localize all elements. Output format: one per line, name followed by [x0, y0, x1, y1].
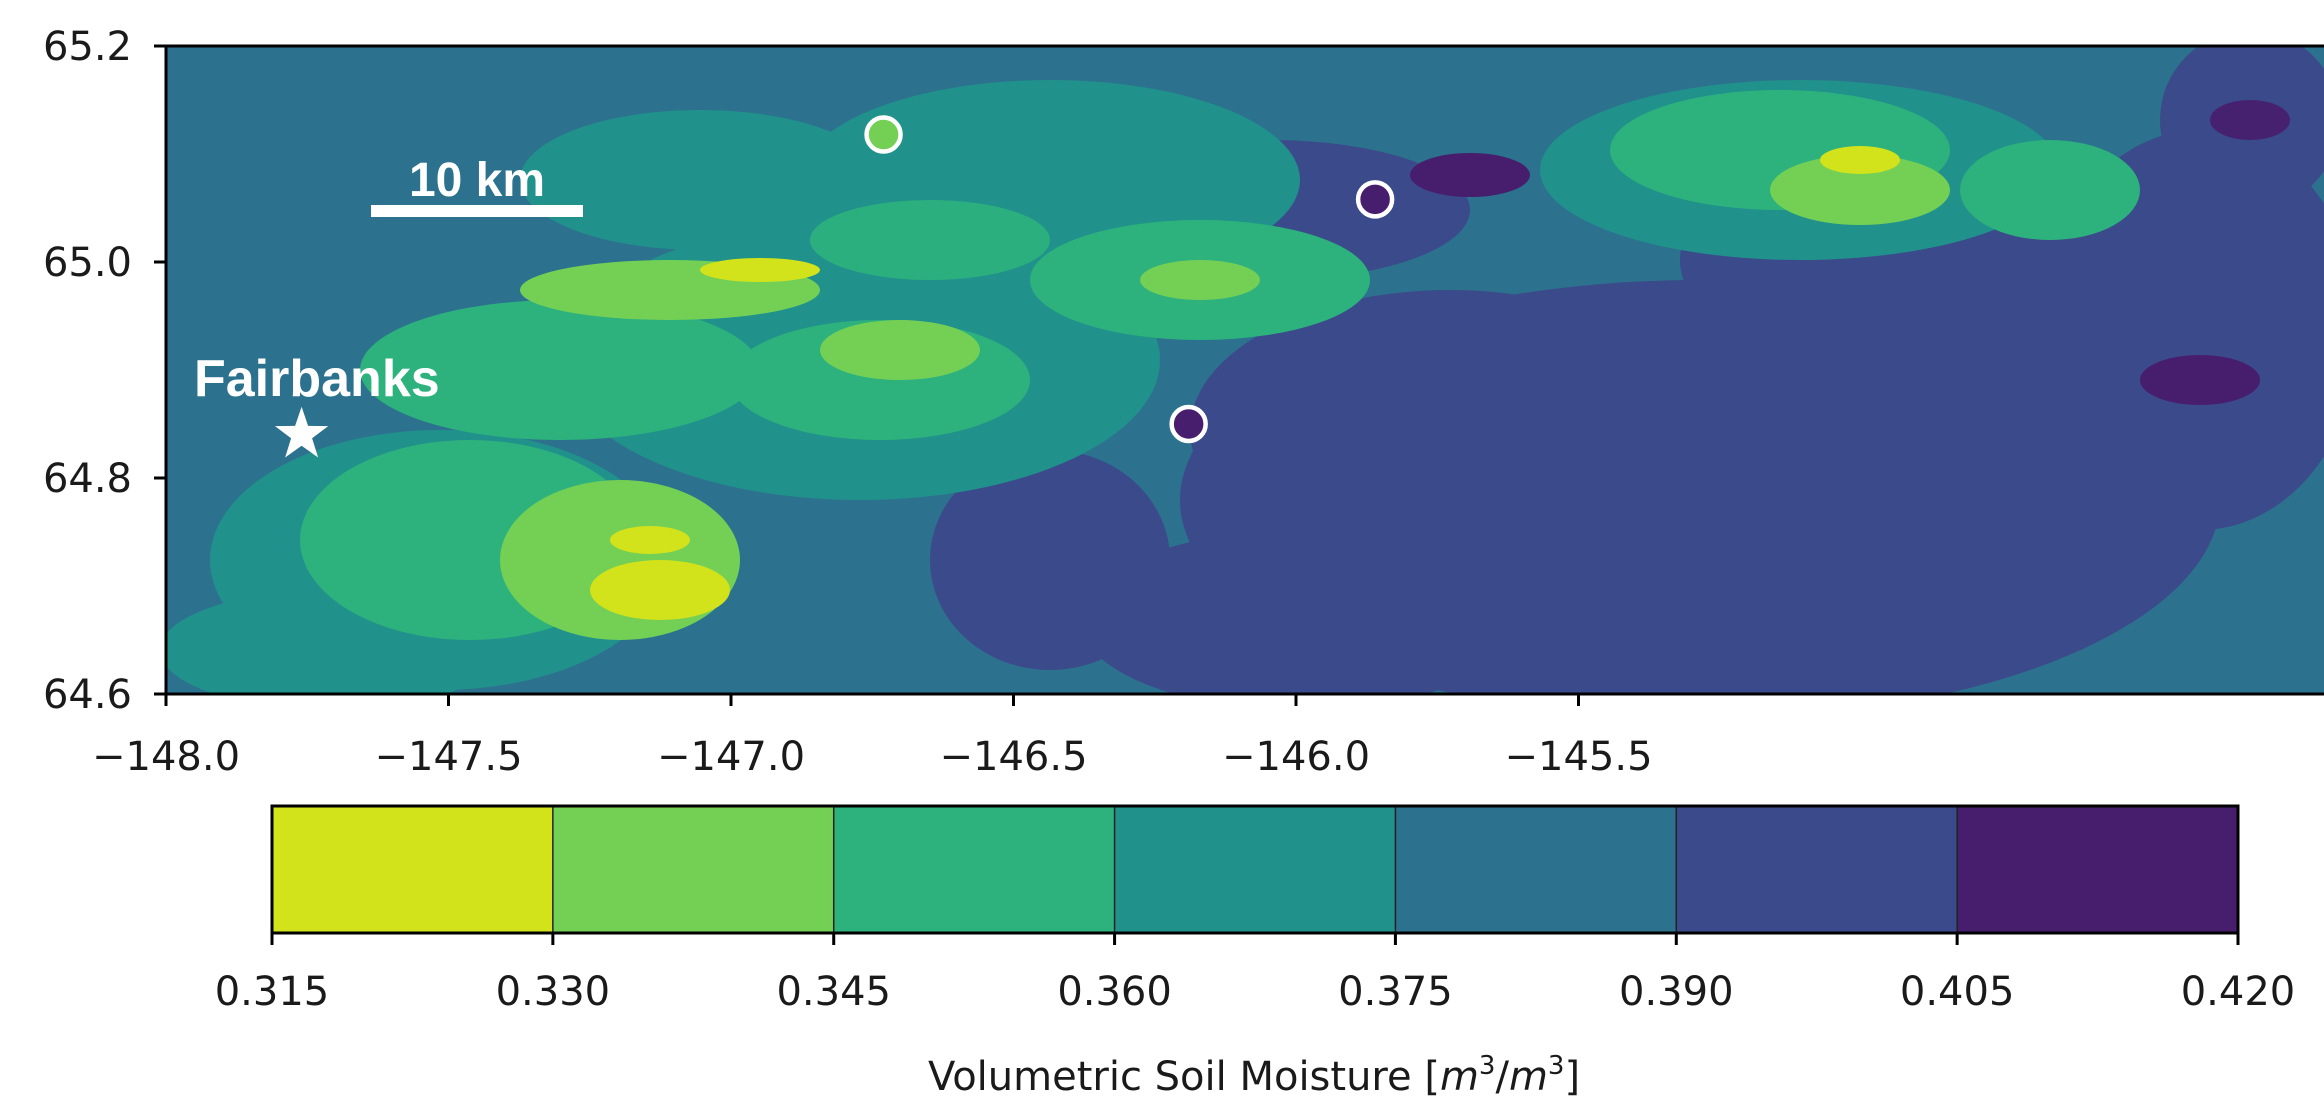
station-markers [864, 115, 1395, 444]
x-tick-label: −146.0 [1222, 734, 1370, 780]
colorbar-swatches [272, 806, 2239, 933]
colorbar-swatch [1957, 806, 2239, 933]
scale-bar-label: 10 km [409, 154, 545, 207]
x-tick-label: −146.5 [939, 734, 1087, 780]
moisture-patch [2140, 355, 2260, 405]
moisture-patch [2040, 130, 2324, 530]
station-marker [864, 115, 903, 154]
colorbar-tick-label: 0.375 [1338, 969, 1453, 1015]
y-tick-label: 64.8 [43, 456, 132, 502]
x-tick-label: −147.0 [657, 734, 805, 780]
city-label: Fairbanks [194, 350, 440, 408]
city-marker-group: Fairbanks [194, 350, 440, 458]
moisture-patch [1820, 146, 1900, 174]
colorbar-swatch [552, 806, 835, 933]
station-marker [1355, 180, 1395, 219]
colorbar-ticks: 0.315 0.330 0.345 0.360 0.375 0.390 0.405 0.420 [215, 933, 2296, 1015]
station-marker [1169, 404, 1208, 444]
scale-bar-line [371, 205, 583, 217]
colorbar-tick-label: 0.315 [215, 969, 330, 1015]
x-tick-label: −147.5 [374, 734, 522, 780]
moisture-patch [1140, 260, 1260, 300]
x-tick-label: −148.0 [92, 734, 240, 780]
moisture-patch [1080, 530, 1520, 694]
moisture-patch [930, 450, 1170, 670]
soil-moisture-map [166, 46, 2324, 694]
colorbar-tick-label: 0.345 [776, 969, 891, 1015]
colorbar-swatch [1395, 806, 1677, 933]
y-tick-label: 64.6 [43, 672, 132, 718]
x-axis: −148.0 −147.5 −147.0 −146.5 −146.0 −145.5 [92, 694, 1653, 780]
moisture-patch [360, 300, 760, 440]
colorbar-tick-label: 0.390 [1619, 969, 1734, 1015]
star-icon [275, 406, 329, 458]
colorbar: 0.315 0.330 0.345 0.360 0.375 0.390 0.405 0.420… [215, 804, 2296, 1100]
moisture-patch [2210, 100, 2290, 140]
colorbar-label: Volumetric Soil Moisture [m3/m3] [928, 1051, 1580, 1100]
y-tick-label: 65.2 [43, 24, 132, 70]
moisture-patches [166, 46, 2324, 694]
x-tick-label: −145.5 [1504, 734, 1652, 780]
colorbar-tick-label: 0.405 [1900, 969, 2015, 1015]
moisture-patch [500, 480, 740, 640]
moisture-patch [810, 200, 1050, 280]
colorbar-swatch [833, 806, 1116, 933]
colorbar-swatch [1676, 806, 1958, 933]
moisture-patch [610, 526, 690, 554]
moisture-patch [590, 560, 730, 620]
y-axis: 65.2 65.0 64.8 64.6 [43, 24, 166, 718]
moisture-patch [520, 110, 880, 250]
moisture-patch [1410, 153, 1530, 197]
colorbar-swatch [272, 806, 554, 933]
moisture-patch [1960, 140, 2140, 240]
moisture-patch [820, 320, 980, 380]
moisture-patch [1190, 290, 1710, 570]
moisture-patch [700, 258, 820, 282]
moisture-patch [1770, 155, 1950, 225]
colorbar-frame [270, 804, 2240, 935]
colorbar-tick-label: 0.360 [1057, 969, 1172, 1015]
scale-bar: 10 km [371, 154, 583, 217]
colorbar-swatch [1114, 806, 1396, 933]
y-tick-label: 65.0 [43, 240, 132, 286]
colorbar-tick-label: 0.330 [496, 969, 611, 1015]
colorbar-tick-label: 0.420 [2181, 969, 2296, 1015]
